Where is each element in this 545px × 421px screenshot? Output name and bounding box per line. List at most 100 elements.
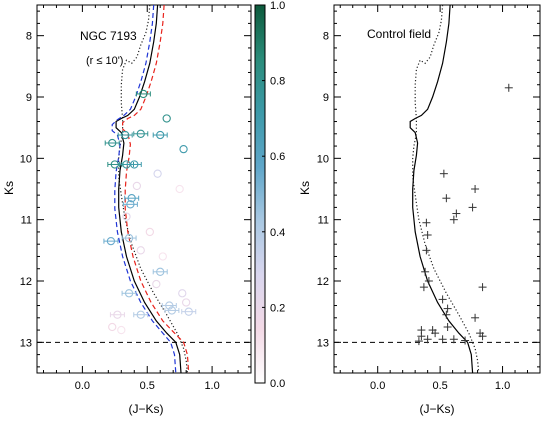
- isochrone-solid: [409, 5, 474, 373]
- right-isochrones: [409, 5, 480, 373]
- left-plot-area: [37, 5, 251, 373]
- left-y-axis-label: Ks: [2, 181, 16, 195]
- right-x-axis-label: (J−Ks): [419, 402, 454, 416]
- star-cross: [471, 185, 480, 193]
- x-tick-label: 0.0: [370, 380, 385, 392]
- right-y-axis-label: Ks: [298, 181, 312, 195]
- colorbar-ticks: 0.0 0.2 0.4 0.6 0.8 1.0: [262, 0, 285, 390]
- y-tick-label: 10: [317, 153, 329, 165]
- star-cross: [471, 313, 480, 322]
- left-plot-frame: [36, 4, 252, 374]
- x-tick-label: 0.5: [432, 380, 447, 392]
- star-cross: [504, 83, 513, 92]
- star-marker: [124, 194, 140, 203]
- star-circle: [136, 246, 145, 255]
- star-marker: [152, 267, 168, 276]
- star-marker: [109, 310, 125, 319]
- y-tick-label: 8: [323, 31, 329, 43]
- star-marker: [108, 322, 117, 332]
- colorbar-tick-label: 0.0: [270, 378, 285, 390]
- star-marker: [103, 236, 119, 246]
- star-marker: [133, 129, 149, 138]
- star-cross: [414, 337, 423, 346]
- star-marker: [158, 252, 167, 261]
- star-marker: [122, 200, 138, 209]
- star-circle: [117, 325, 126, 335]
- x-tick-label: 0.0: [75, 380, 90, 392]
- star-marker: [152, 130, 168, 140]
- x-tick-label: 1.0: [204, 380, 219, 392]
- star-marker: [104, 138, 120, 148]
- star-marker: [121, 233, 137, 243]
- y-tick-label: 13: [20, 337, 32, 349]
- colorbar-tick-label: 0.6: [270, 151, 285, 163]
- left-stars: [103, 89, 197, 335]
- colorbar-tick-label: 0.8: [270, 76, 285, 88]
- colorbar-tick-label: 1.0: [270, 0, 285, 12]
- star-cross: [452, 209, 461, 218]
- right-plot-area: [334, 5, 540, 373]
- star-marker: [152, 279, 161, 289]
- y-tick-label: 8: [26, 31, 32, 43]
- star-marker: [175, 184, 184, 194]
- star-marker: [179, 144, 188, 154]
- isochrone-dotted: [118, 5, 188, 373]
- isochrone-dashed: [111, 5, 177, 373]
- isochrone-solid: [115, 5, 182, 373]
- star-circle: [132, 181, 142, 191]
- star-marker: [133, 310, 149, 319]
- star-cross: [439, 169, 448, 178]
- right-stars: [414, 83, 513, 346]
- y-tick-label: 10: [20, 153, 32, 165]
- star-circle: [152, 279, 161, 289]
- star-marker: [164, 306, 180, 315]
- y-tick-label: 9: [323, 92, 329, 104]
- star-circle: [108, 322, 117, 332]
- star-cross: [423, 231, 432, 239]
- star-cross: [443, 304, 452, 313]
- star-cross: [422, 218, 431, 227]
- star-circle: [182, 298, 191, 307]
- star-circle: [175, 184, 184, 194]
- colorbar-gradient: [254, 4, 266, 384]
- star-marker: [161, 301, 177, 310]
- star-marker: [136, 246, 145, 255]
- left-panel-subtitle: (r ≤ 10'): [86, 55, 123, 67]
- left-panel: NGC 7193 (r ≤ 10') Ks (J−Ks) 0.0 0.5 1.0 8 9…: [2, 4, 252, 416]
- y-tick-label: 9: [26, 92, 32, 104]
- star-marker: [145, 227, 154, 237]
- colorbar-tick-label: 0.2: [270, 302, 285, 314]
- star-marker: [162, 114, 171, 123]
- star-cross: [478, 332, 487, 341]
- y-tick-label: 12: [20, 276, 32, 288]
- star-circle: [158, 252, 167, 261]
- left-panel-title: NGC 7193: [80, 29, 137, 43]
- star-cross: [417, 332, 426, 341]
- star-cross: [431, 329, 440, 338]
- star-cross: [449, 215, 458, 224]
- star-marker: [182, 298, 191, 307]
- star-cross: [468, 203, 477, 212]
- star-cross: [422, 246, 431, 255]
- left-x-axis-label: (J−Ks): [128, 402, 163, 416]
- star-cross: [419, 283, 428, 292]
- x-tick-label: 1.0: [495, 380, 510, 392]
- y-tick-label: 11: [318, 215, 329, 227]
- star-marker: [117, 130, 133, 140]
- star-circle: [145, 227, 154, 237]
- star-marker: [132, 181, 142, 191]
- star-circle: [122, 212, 131, 221]
- star-cross: [438, 295, 447, 304]
- star-marker: [121, 289, 137, 298]
- right-axis-ticks: 0.0 0.5 1.0 8 9 10 11 12 13: [317, 5, 541, 392]
- y-tick-label: 13: [317, 337, 329, 349]
- star-cross: [421, 267, 430, 276]
- star-cross: [442, 310, 451, 319]
- star-cross: [443, 323, 452, 331]
- star-marker: [181, 307, 197, 316]
- star-circle: [162, 114, 171, 123]
- right-plot-frame: [333, 4, 541, 374]
- star-cross: [449, 335, 458, 344]
- right-panel-title: Control field: [367, 27, 431, 41]
